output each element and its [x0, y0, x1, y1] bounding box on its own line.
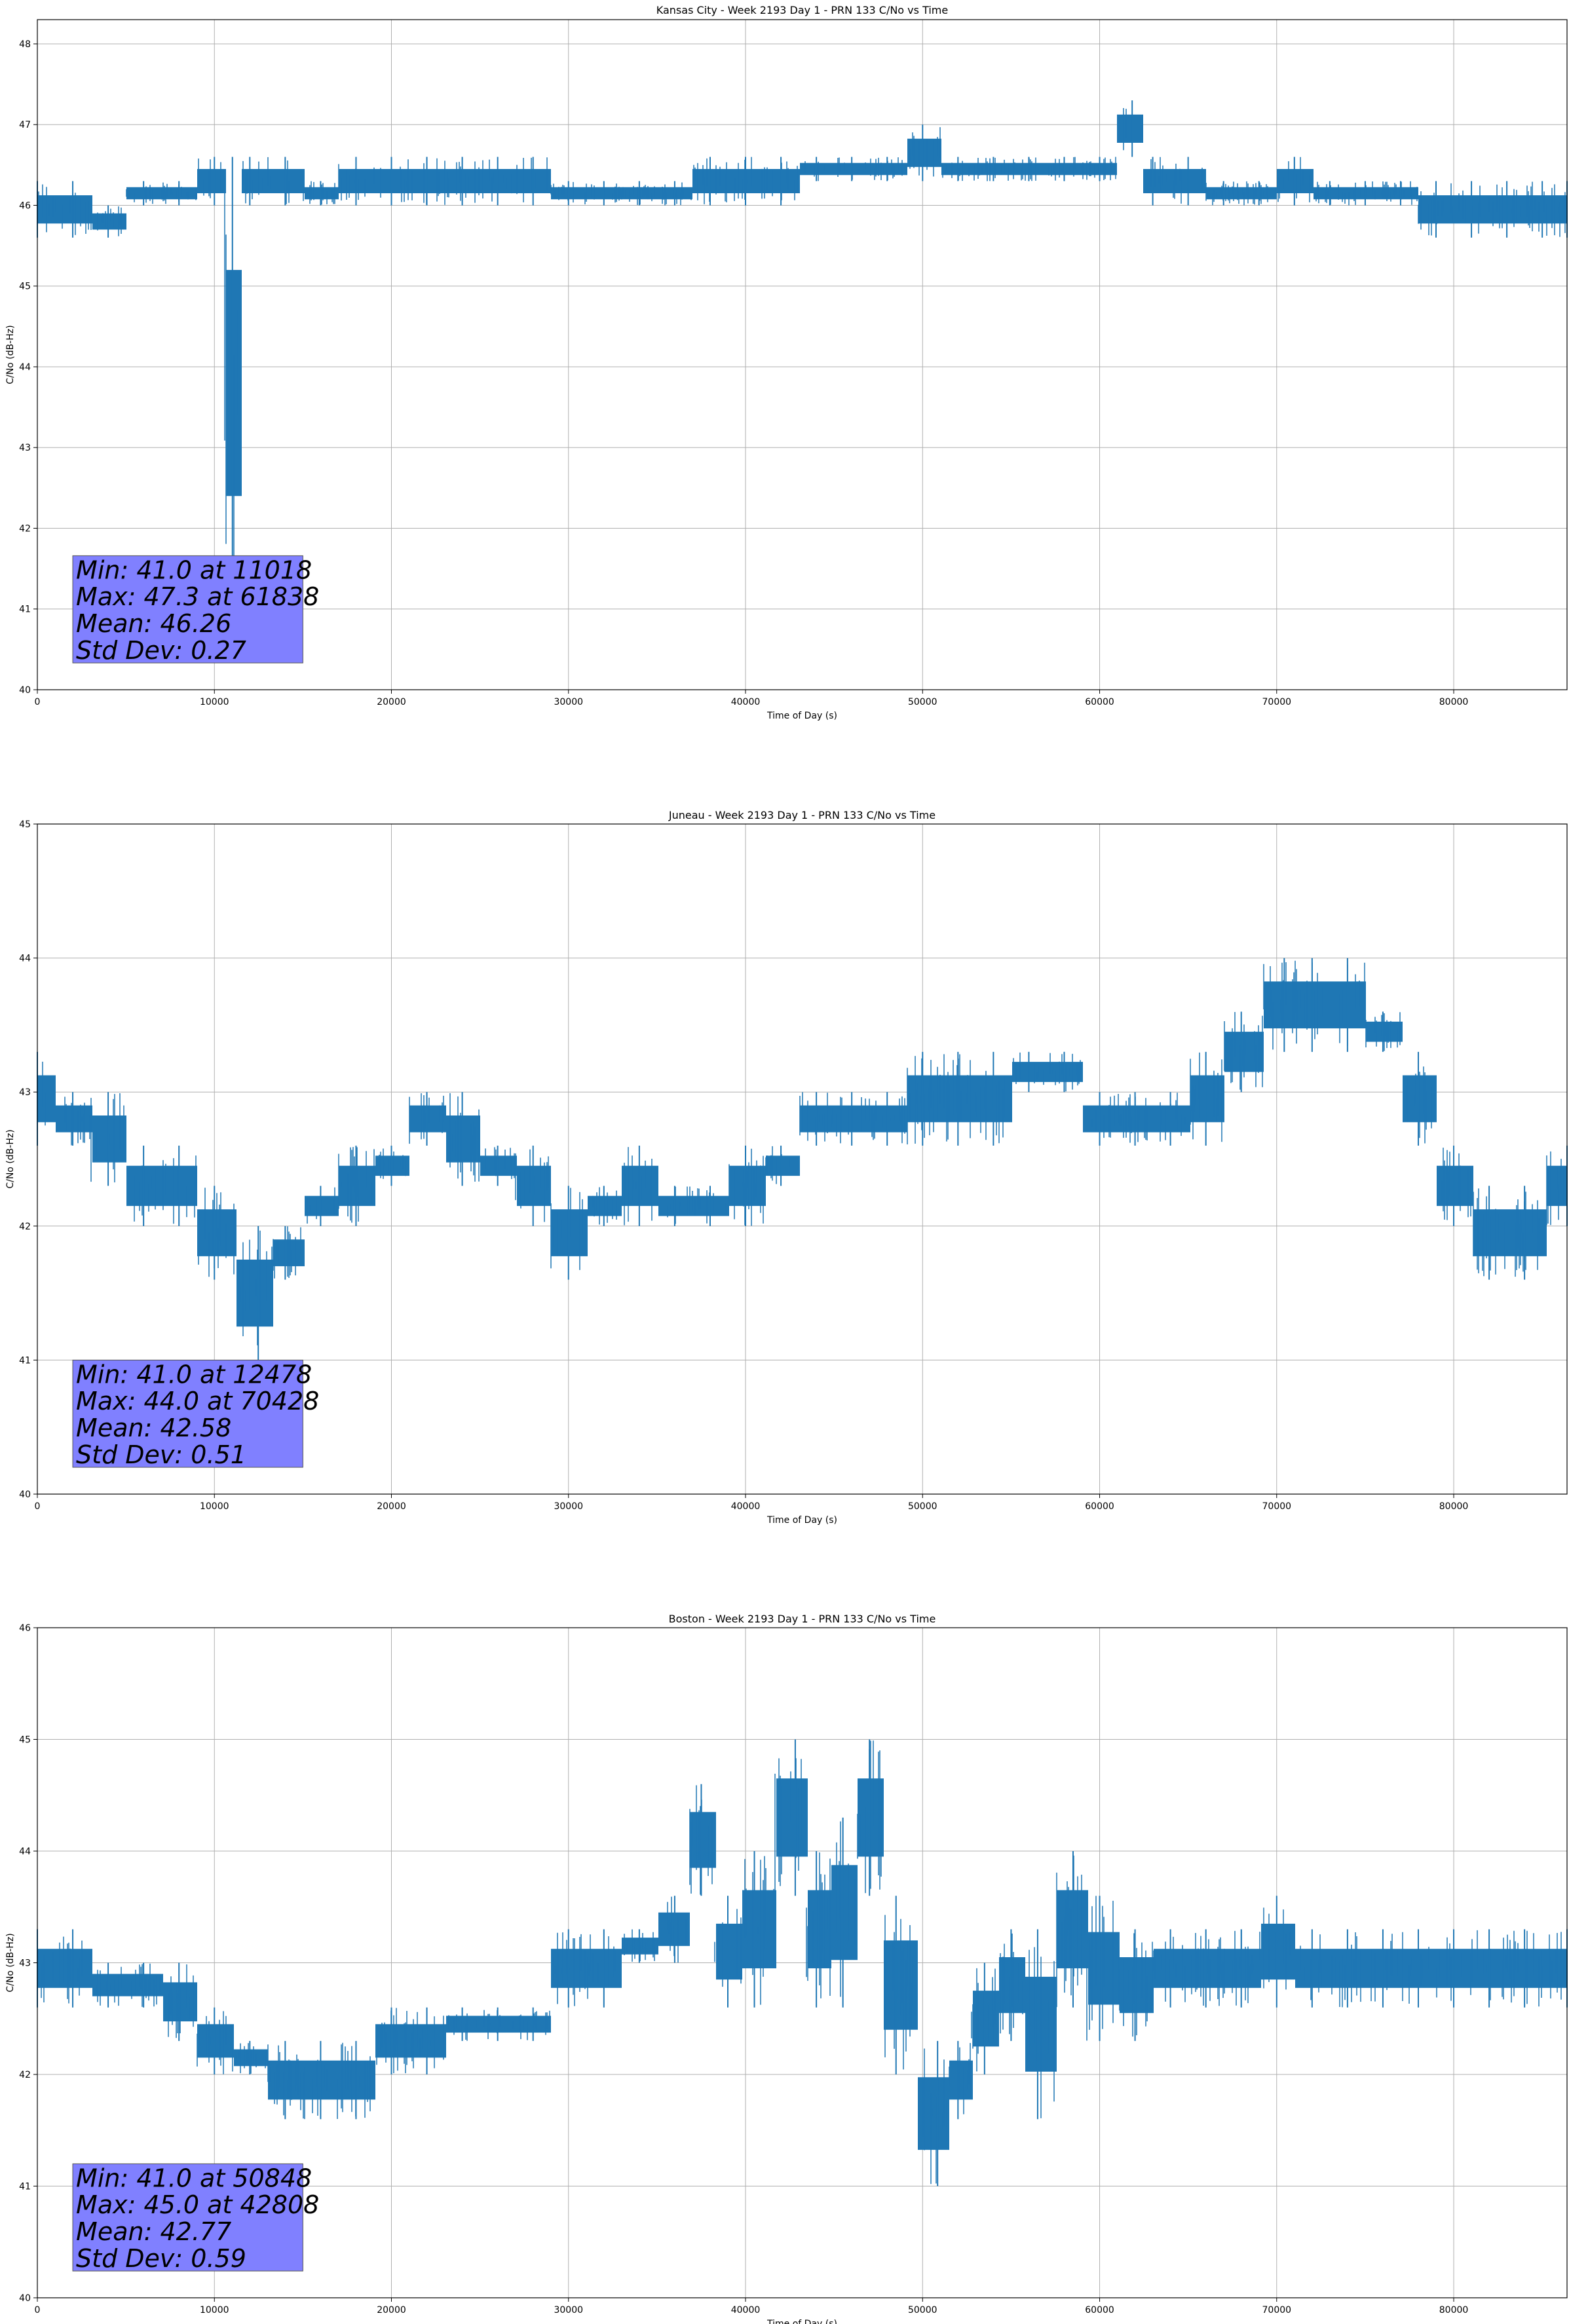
data-spikes	[38, 108, 1566, 559]
x-tick-label: 60000	[1085, 697, 1114, 707]
stats-line: Mean: 46.26	[76, 609, 231, 638]
x-tick-label: 0	[35, 697, 41, 707]
y-tick-label: 43	[19, 443, 31, 453]
x-tick-label: 20000	[377, 1501, 406, 1512]
y-tick-label: 42	[19, 2070, 31, 2080]
stats-line: Min: 41.0 at 11018	[76, 555, 312, 584]
stats-box-background	[72, 2163, 303, 2272]
y-tick-label: 43	[19, 1959, 31, 1969]
y-tick-label: 45	[19, 819, 31, 830]
x-tick-label: 40000	[731, 2305, 761, 2315]
y-tick-label: 47	[19, 120, 31, 130]
stats-line: Mean: 42.58	[76, 1414, 231, 1442]
x-tick-label: 0	[35, 1501, 41, 1512]
stats-line: Max: 45.0 at 42808	[76, 2190, 319, 2219]
y-axis-label: C/No (dB-Hz)	[5, 1933, 16, 1992]
stats-box-background	[72, 555, 303, 664]
x-tick-label: 70000	[1262, 2305, 1292, 2315]
x-tick-label: 50000	[908, 1501, 937, 1512]
x-tick-label: 70000	[1262, 697, 1292, 707]
y-tick-label: 41	[19, 605, 31, 615]
x-tick-label: 10000	[200, 1501, 229, 1512]
x-tick-label: 0	[35, 2305, 41, 2315]
x-axis-label: Time of Day (s)	[766, 711, 837, 721]
data-band	[37, 114, 1568, 497]
x-tick-label: 20000	[377, 2305, 406, 2315]
x-tick-label: 50000	[908, 2305, 937, 2315]
x-tick-label: 30000	[554, 697, 583, 707]
x-tick-label: 80000	[1439, 697, 1469, 707]
axes-frame	[37, 19, 1568, 690]
chart-title: Juneau - Week 2193 Day 1 - PRN 133 C/No …	[668, 809, 936, 821]
x-tick-label: 40000	[731, 697, 761, 707]
stats-line: Max: 44.0 at 70428	[76, 1387, 319, 1415]
y-tick-label: 44	[19, 1846, 31, 1857]
x-tick-label: 10000	[200, 697, 229, 707]
y-tick-label: 43	[19, 1087, 31, 1098]
x-tick-label: 80000	[1439, 1501, 1469, 1512]
x-tick-label: 10000	[200, 2305, 229, 2315]
x-tick-label: 30000	[554, 1501, 583, 1512]
stats-line: Std Dev: 0.27	[76, 636, 246, 665]
x-tick-label: 70000	[1262, 1501, 1292, 1512]
y-axis-label: C/No (dB-Hz)	[5, 1129, 16, 1188]
axes-frame	[37, 823, 1568, 1495]
y-tick-label: 42	[19, 523, 31, 534]
y-tick-label: 48	[19, 39, 31, 50]
chart-panel-1: 0 10000 20000 30000 40000 50000 60000 70000 8000…	[5, 4, 1568, 721]
y-tick-label: 40	[19, 685, 31, 696]
chart-title: Kansas City - Week 2193 Day 1 - PRN 133 …	[656, 4, 948, 16]
y-tick-label: 41	[19, 1355, 31, 1366]
y-tick-label: 44	[19, 362, 31, 373]
x-tick-label: 80000	[1439, 2305, 1469, 2315]
stats-line: Std Dev: 0.59	[76, 2244, 246, 2273]
x-tick-label: 20000	[377, 697, 406, 707]
x-tick-label: 40000	[731, 1501, 761, 1512]
x-tick-label: 30000	[554, 2305, 583, 2315]
data-series	[37, 100, 1568, 609]
x-tick-label: 60000	[1085, 2305, 1114, 2315]
stats-line: Mean: 42.77	[76, 2217, 231, 2246]
y-tick-label: 41	[19, 2182, 31, 2192]
stats-line: Max: 47.3 at 61838	[76, 582, 319, 611]
data-band	[37, 1778, 1568, 2150]
chart-panel-3: 0 10000 20000 30000 40000 50000 60000 70000 8000…	[5, 1613, 1568, 2324]
stats-line: Std Dev: 0.51	[76, 1440, 246, 1469]
x-tick-label: 60000	[1085, 1501, 1114, 1512]
y-tick-label: 44	[19, 954, 31, 964]
x-axis-label: Time of Day (s)	[766, 1515, 837, 1526]
data-spikes	[42, 960, 1564, 1345]
stats-line: Min: 41.0 at 50848	[76, 2164, 312, 2192]
stats-box-background	[72, 1359, 303, 1468]
x-axis-label: Time of Day (s)	[766, 2319, 837, 2324]
y-tick-label: 45	[19, 282, 31, 292]
data-series	[37, 958, 1568, 1360]
y-tick-label: 40	[19, 1490, 31, 1500]
data-series	[37, 1739, 1568, 2186]
y-tick-label: 42	[19, 1222, 31, 1232]
y-tick-label: 46	[19, 200, 31, 211]
chart-panel-2: 0 10000 20000 30000 40000 50000 60000 70000 8000…	[5, 809, 1568, 1526]
y-tick-label: 45	[19, 1735, 31, 1746]
y-tick-label: 46	[19, 1623, 31, 1634]
y-axis-label: C/No (dB-Hz)	[5, 325, 16, 384]
y-tick-label: 40	[19, 2293, 31, 2304]
chart-title: Boston - Week 2193 Day 1 - PRN 133 C/No …	[669, 1613, 936, 1625]
stats-line: Min: 41.0 at 12478	[76, 1360, 312, 1389]
x-tick-label: 50000	[908, 697, 937, 707]
